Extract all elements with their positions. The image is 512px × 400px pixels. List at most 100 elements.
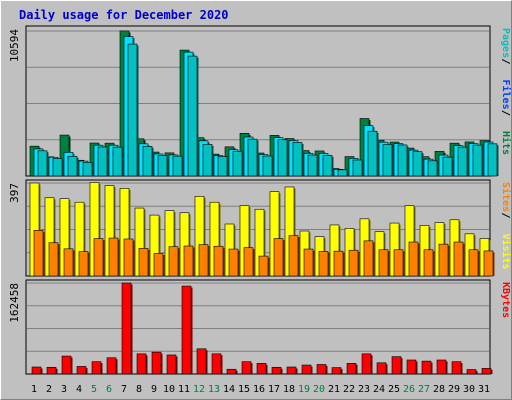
x-tick-label-day-4: 4: [76, 384, 82, 395]
x-tick-label-day-9: 9: [151, 384, 157, 395]
bar-kbytes-day-11: [181, 285, 192, 375]
bar-sites-day-29: [453, 241, 464, 277]
x-tick-label-day-30: 30: [463, 384, 475, 395]
bar-pages-day-4: [82, 162, 93, 177]
bar-pages-day-5: [97, 146, 108, 177]
bar-kbytes-day-2: [46, 366, 57, 375]
bar-kbytes-day-7: [121, 282, 132, 375]
y-max-label: 10594: [8, 29, 21, 62]
bar-sites-day-2: [48, 242, 59, 277]
bar-pages-day-22: [352, 159, 363, 177]
bar-sites-day-4: [78, 251, 89, 277]
bar-kbytes-day-13: [211, 353, 222, 375]
bar-sites-day-13: [213, 245, 224, 277]
bar-pages-day-20: [322, 155, 333, 177]
bar-sites-day-16: [258, 255, 269, 277]
bar-pages-day-28: [442, 156, 453, 177]
legend-label-hits: Hits: [500, 131, 512, 155]
bar-sites-day-23: [363, 240, 374, 277]
bar-pages-day-27: [427, 160, 438, 177]
legend-label-visits: Visits: [500, 234, 512, 270]
bar-pages-day-9: [157, 155, 168, 177]
bar-sites-day-1: [33, 230, 44, 277]
bar-pages-day-17: [277, 139, 288, 177]
bar-sites-day-26: [408, 241, 419, 277]
bar-pages-day-23: [367, 130, 378, 177]
chart-title: Daily usage for December 2020: [19, 8, 229, 22]
bar-pages-day-12: [202, 144, 213, 177]
bar-pages-day-8: [142, 145, 153, 177]
bar-kbytes-day-17: [271, 366, 282, 375]
legend-sites-visits: Sites / Visits: [500, 182, 512, 270]
x-tick-label-day-28: 28: [433, 384, 445, 395]
legend-separator: /: [500, 59, 511, 65]
x-tick-label-day-18: 18: [283, 384, 295, 395]
bar-kbytes-day-6: [106, 357, 117, 375]
bar-kbytes-day-29: [451, 361, 462, 375]
y-max-label: 162458: [8, 283, 21, 323]
bar-kbytes-day-15: [241, 361, 252, 375]
bar-pages-day-3: [67, 155, 78, 177]
bar-kbytes-day-14: [226, 368, 237, 375]
x-tick-label-day-6: 6: [106, 384, 112, 395]
bar-sites-day-24: [378, 249, 389, 277]
bar-kbytes-day-31: [481, 368, 492, 375]
bar-kbytes-day-25: [391, 356, 402, 375]
x-tick-label-day-17: 17: [268, 384, 280, 395]
bar-pages-day-7: [127, 43, 138, 177]
bar-sites-day-9: [153, 253, 164, 277]
x-tick-label-day-22: 22: [343, 384, 355, 395]
bar-sites-day-19: [303, 248, 314, 277]
x-tick-label-day-24: 24: [373, 384, 385, 395]
bar-pages-day-15: [247, 138, 258, 177]
legend-kbytes: KBytes: [500, 282, 511, 318]
bar-kbytes-day-18: [286, 366, 297, 375]
x-tick-label-day-10: 10: [163, 384, 175, 395]
bar-sites-day-7: [123, 238, 134, 277]
bar-pages-day-18: [292, 142, 303, 177]
bar-sites-day-21: [333, 250, 344, 277]
x-tick-label-day-1: 1: [31, 384, 37, 395]
bar-pages-day-2: [52, 158, 63, 177]
bar-kbytes-day-5: [91, 361, 102, 375]
bar-sites-day-15: [243, 247, 254, 277]
bar-sites-day-20: [318, 251, 329, 277]
x-tick-label-day-14: 14: [223, 384, 235, 395]
bar-pages-day-11: [187, 55, 198, 177]
x-tick-label-day-12: 12: [193, 384, 205, 395]
bar-pages-day-19: [307, 154, 318, 177]
bar-sites-day-6: [108, 237, 119, 277]
legend-label-files: Files: [500, 80, 512, 110]
bar-pages-day-30: [472, 144, 483, 177]
bar-kbytes-day-1: [31, 366, 42, 375]
bar-kbytes-day-3: [61, 355, 72, 375]
x-tick-label-day-31: 31: [478, 384, 490, 395]
bar-kbytes-day-8: [136, 353, 147, 375]
legend-label-sites: Sites: [500, 182, 512, 212]
legend-separator: /: [500, 110, 511, 116]
bar-sites-day-18: [288, 235, 299, 277]
x-tick-label-day-20: 20: [313, 384, 325, 395]
bar-pages-day-21: [337, 169, 348, 177]
bar-sites-day-5: [93, 238, 104, 277]
bar-sites-day-3: [63, 248, 74, 277]
bar-kbytes-day-27: [421, 360, 432, 375]
bar-pages-day-16: [262, 155, 273, 177]
bar-pages-day-26: [412, 151, 423, 177]
bar-pages-day-1: [37, 150, 48, 177]
bar-kbytes-day-10: [166, 354, 177, 375]
plot-area-kbytes: [25, 279, 491, 375]
bar-sites-day-22: [348, 249, 359, 277]
bar-kbytes-day-22: [346, 363, 357, 375]
x-tick-label-day-3: 3: [61, 384, 67, 395]
x-tick-label-day-19: 19: [298, 384, 310, 395]
x-tick-label-day-11: 11: [178, 384, 190, 395]
bar-pages-day-6: [112, 146, 123, 177]
bar-sites-day-12: [198, 244, 209, 277]
bar-pages-day-25: [397, 144, 408, 177]
x-tick-label-day-8: 8: [136, 384, 142, 395]
bar-pages-day-31: [487, 143, 498, 177]
bar-kbytes-day-16: [256, 363, 267, 375]
bar-kbytes-day-9: [151, 351, 162, 375]
